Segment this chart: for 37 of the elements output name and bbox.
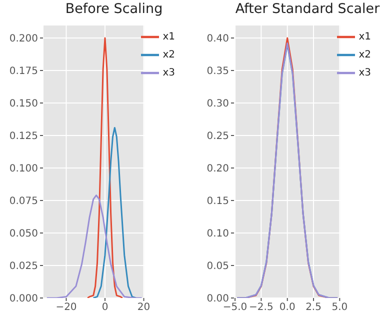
legend-label: x3 xyxy=(162,68,175,79)
y-tick-label: 0.30 xyxy=(206,98,229,110)
line-series xyxy=(86,37,124,298)
y-tick-label: 0.050 xyxy=(9,228,38,240)
legend-label: x2 xyxy=(162,50,175,61)
line-series xyxy=(92,126,137,298)
x-tick-label: 5.0 xyxy=(332,302,348,314)
x-tick-label: 2.5 xyxy=(306,302,322,314)
y-tick-label: 0.150 xyxy=(9,98,38,110)
chart-title: Before Scaling xyxy=(64,1,164,17)
legend-label: x2 xyxy=(358,50,371,61)
y-tick-label: 0.00 xyxy=(206,294,229,305)
legend-label: x1 xyxy=(358,32,371,43)
x-tick-label: 20 xyxy=(137,302,150,314)
x-tick-label: −5.0 xyxy=(222,302,248,314)
legend-label: x1 xyxy=(162,32,175,43)
y-tick-label: 0.05 xyxy=(206,261,229,272)
legend-label: x3 xyxy=(358,68,371,79)
x-tick-label: −20 xyxy=(56,302,77,314)
x-tick-label: 0 xyxy=(102,302,108,314)
chart-title: After Standard Scaler xyxy=(234,1,381,17)
y-tick-label: 0.175 xyxy=(9,66,38,78)
y-tick-label: 0.15 xyxy=(206,196,229,208)
y-tick-label: 0.10 xyxy=(206,228,229,240)
y-tick-label: 0.000 xyxy=(9,294,38,305)
x-tick-label: 0.0 xyxy=(279,302,296,314)
y-tick-label: 0.100 xyxy=(9,164,38,175)
line-series xyxy=(46,194,143,298)
y-tick-label: 0.35 xyxy=(206,66,229,78)
x-tick-label: −2.5 xyxy=(249,302,274,314)
y-tick-label: 0.20 xyxy=(206,164,229,175)
y-tick-label: 0.25 xyxy=(206,131,229,142)
y-tick-label: 0.200 xyxy=(9,34,38,45)
y-tick-label: 0.025 xyxy=(9,261,38,272)
y-tick-label: 0.125 xyxy=(9,131,38,142)
y-tick-label: 0.40 xyxy=(206,34,229,45)
y-tick-label: 0.075 xyxy=(9,196,38,208)
